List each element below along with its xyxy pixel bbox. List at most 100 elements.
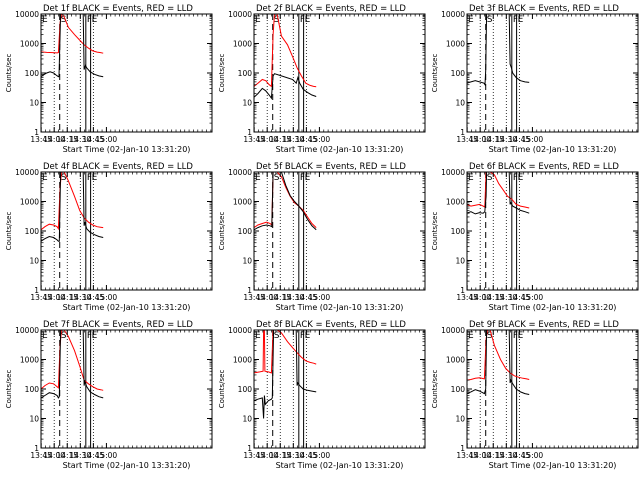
y-tick-label: 1000 <box>233 40 252 49</box>
series-line-lld <box>467 172 530 209</box>
y-tick-label: 100 <box>25 227 40 236</box>
y-tick-label: 1 <box>34 286 39 295</box>
y-tick-label: 10000 <box>441 10 465 19</box>
series-line-lld <box>41 330 104 391</box>
y-tick-label: 1000 <box>446 40 465 49</box>
y-axis-label: Counts/sec <box>5 212 13 251</box>
event-marker-label: F <box>87 331 92 341</box>
y-tick-label: 10000 <box>15 326 39 335</box>
x-axis-label: Start Time (02-Jan-10 13:31:20) <box>276 145 404 154</box>
y-tick-label: 1 <box>247 286 252 295</box>
x-tick-label: 13:45 <box>456 135 478 144</box>
y-tick-label: 1 <box>460 128 465 137</box>
x-tick-label: 14:30 <box>69 451 91 460</box>
x-axis-label: Start Time (02-Jan-10 13:31:20) <box>489 303 617 312</box>
x-tick-label: 13:45 <box>243 451 265 460</box>
y-tick-label: 100 <box>238 69 253 78</box>
series-group <box>467 330 530 395</box>
event-marker-label: F <box>513 331 518 341</box>
x-tick-label: 13:45 <box>456 451 478 460</box>
y-tick-label: 100 <box>238 227 253 236</box>
plot-frame <box>253 329 426 449</box>
y-tick-label: 1000 <box>20 198 39 207</box>
x-tick-label: 14:15 <box>56 451 78 460</box>
y-tick-label: 1 <box>460 286 465 295</box>
event-marker-label: E <box>255 173 261 183</box>
x-tick-label: 14:45 <box>509 451 531 460</box>
y-tick-label: 10 <box>242 257 252 266</box>
x-tick-label: 14:00 <box>43 135 65 144</box>
event-marker-label: E <box>518 331 524 341</box>
x-tick-label: 13:45 <box>30 451 52 460</box>
y-axis-label: Counts/sec <box>431 212 439 251</box>
event-marker-label: S <box>487 15 493 25</box>
series-line-lld <box>254 330 317 374</box>
panel-title: Det 4f BLACK = Events, RED = LLD <box>43 162 193 172</box>
series-group <box>254 330 317 419</box>
y-tick-label: 10000 <box>228 10 252 19</box>
x-tick-label: 15:00 <box>522 293 544 302</box>
series-line-events <box>467 172 530 215</box>
event-marker-label: E <box>305 173 311 183</box>
panel-title: Det 5f BLACK = Events, RED = LLD <box>256 162 406 172</box>
event-marker-label: S <box>487 331 493 341</box>
x-tick-label: 15:00 <box>309 451 331 460</box>
series-line-lld <box>254 172 317 229</box>
event-marker-label: F <box>87 15 92 25</box>
panel-title: Det 1f BLACK = Events, RED = LLD <box>43 4 193 14</box>
plot-frame <box>466 13 639 133</box>
x-tick-label: 14:00 <box>469 135 491 144</box>
series-line-events <box>254 73 317 100</box>
plot-frame <box>253 13 426 133</box>
y-tick-label: 100 <box>451 385 466 394</box>
series-line-lld <box>467 330 530 381</box>
x-tick-label: 14:15 <box>56 135 78 144</box>
series-line-events <box>41 14 104 78</box>
event-marker-label: S <box>274 331 280 341</box>
event-marker-label: F <box>300 173 305 183</box>
x-tick-label: 14:45 <box>83 451 105 460</box>
panel-title: Det 2f BLACK = Events, RED = LLD <box>256 4 406 14</box>
plot-frame <box>40 171 213 291</box>
x-tick-label: 15:00 <box>309 293 331 302</box>
x-tick-label: 15:00 <box>522 451 544 460</box>
y-tick-label: 10 <box>455 257 465 266</box>
y-axis-label: Counts/sec <box>218 212 226 251</box>
event-marker-label: E <box>305 331 311 341</box>
y-axis-label: Counts/sec <box>218 370 226 409</box>
panel-title: Det 8f BLACK = Events, RED = LLD <box>256 320 406 330</box>
series-line-lld <box>41 172 104 231</box>
x-tick-label: 14:30 <box>69 135 91 144</box>
event-marker-label: E <box>42 173 48 183</box>
x-tick-label: 14:30 <box>495 135 517 144</box>
x-tick-label: 14:00 <box>256 135 278 144</box>
y-tick-label: 10 <box>29 99 39 108</box>
event-marker-label: S <box>61 331 67 341</box>
x-tick-label: 14:45 <box>296 293 318 302</box>
plot-frame <box>466 329 639 449</box>
event-marker-label: S <box>487 173 493 183</box>
series-line-lld <box>254 14 317 88</box>
x-tick-label: 14:45 <box>83 293 105 302</box>
series-group <box>467 14 530 87</box>
y-tick-label: 10000 <box>15 168 39 177</box>
x-tick-label: 14:30 <box>69 293 91 302</box>
x-tick-label: 14:15 <box>482 451 504 460</box>
event-marker-label: S <box>61 15 67 25</box>
event-marker-label: E <box>255 15 261 25</box>
event-marker-label: S <box>274 173 280 183</box>
panel-title: Det 6f BLACK = Events, RED = LLD <box>469 162 619 172</box>
series-line-events <box>254 172 317 231</box>
x-axis-label: Start Time (02-Jan-10 13:31:20) <box>63 461 191 470</box>
y-tick-label: 10 <box>455 415 465 424</box>
event-marker-label: E <box>42 15 48 25</box>
series-line-events <box>41 330 104 399</box>
y-tick-label: 1000 <box>233 356 252 365</box>
x-tick-label: 14:00 <box>43 293 65 302</box>
x-tick-label: 13:45 <box>456 293 478 302</box>
y-tick-label: 10 <box>242 415 252 424</box>
